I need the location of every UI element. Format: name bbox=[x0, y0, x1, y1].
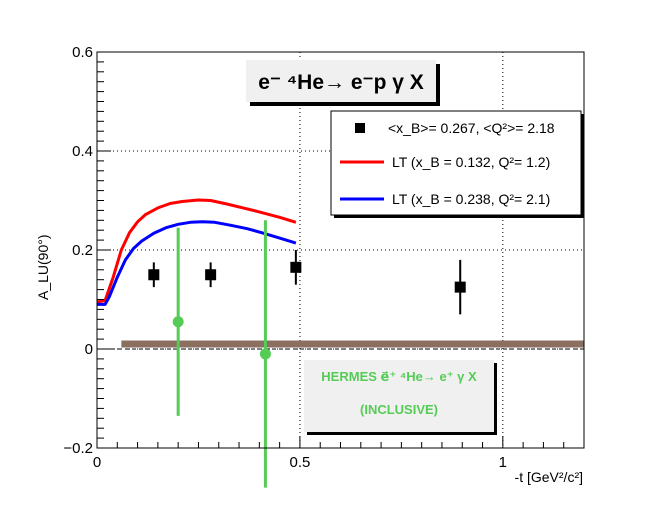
y-tick-label: −0.2 bbox=[63, 440, 93, 457]
curves bbox=[96, 198, 297, 306]
hermes-line1: HERMES e⃗⁺ ⁴He→ e⁺ γ X bbox=[321, 369, 477, 384]
hermes-annotation: HERMES e⃗⁺ ⁴He→ e⁺ γ X (INCLUSIVE) bbox=[304, 360, 497, 435]
x-tick-label: 0.5 bbox=[289, 454, 310, 471]
data-point bbox=[148, 269, 160, 281]
hermes-line2: (INCLUSIVE) bbox=[360, 402, 438, 417]
y-tick-label: 0.4 bbox=[72, 143, 93, 160]
x-axis-title: -t [GeV²/c²] bbox=[515, 469, 583, 485]
series-line-2 bbox=[97, 220, 297, 306]
zero-band-layer bbox=[97, 340, 584, 350]
data-points bbox=[148, 220, 466, 488]
data-point bbox=[205, 269, 217, 281]
tick-labels: 0 0.5 1−0.200.20.40.6 bbox=[63, 44, 507, 471]
legend-label-blue: LT (x_B = 0.238, Q²= 2.1) bbox=[392, 191, 550, 207]
y-axis-title: A_LU(90°) bbox=[35, 234, 51, 300]
legend: <x_B>= 0.267, <Q²>= 2.18 LT (x_B = 0.132… bbox=[330, 110, 584, 218]
legend-marker-data bbox=[355, 123, 365, 133]
chart-title: e⁻ ⁴He→ e⁻p γ X bbox=[258, 71, 424, 94]
y-tick-label: 0.2 bbox=[72, 242, 93, 259]
legend-label-data: <x_B>= 0.267, <Q²>= 2.18 bbox=[388, 120, 555, 136]
axis-ticks bbox=[96, 51, 585, 449]
series-line-1 bbox=[96, 198, 297, 304]
data-point bbox=[454, 281, 466, 293]
legend-label-red: LT (x_B = 0.132, Q²= 1.2) bbox=[392, 154, 550, 170]
x-tick-label: 0 bbox=[93, 454, 101, 471]
y-tick-label: 0 bbox=[85, 341, 93, 358]
y-tick-label: 0.6 bbox=[72, 44, 93, 61]
data-point bbox=[172, 316, 184, 328]
data-point bbox=[290, 261, 302, 273]
data-point bbox=[259, 348, 271, 360]
x-tick-label: 1 bbox=[499, 454, 507, 471]
title-box: e⁻ ⁴He→ e⁻p γ X bbox=[246, 60, 440, 106]
